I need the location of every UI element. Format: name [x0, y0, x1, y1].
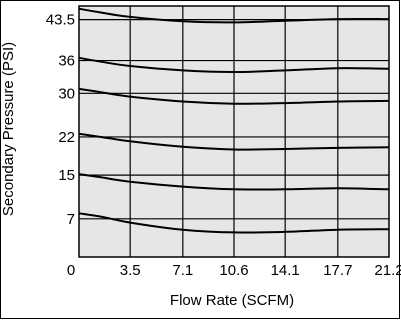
y-axis-label: Secondary Pressure (PSI) — [0, 42, 17, 216]
x-tick-label: 17.7 — [323, 262, 352, 279]
series-line-2 — [78, 56, 390, 74]
x-tick-labels: 0 3.5 7.1 10.6 14.1 17.7 21.2 — [67, 262, 401, 279]
series-line-6 — [78, 212, 390, 234]
y-tick-label: 30 — [58, 85, 75, 102]
series-line-5 — [78, 173, 390, 191]
y-tick-labels: 7 15 22 30 36 43.5 — [46, 12, 75, 228]
y-tick-label: 15 — [58, 167, 75, 184]
series-lines — [78, 7, 390, 234]
x-tick-label: 7.1 — [172, 262, 193, 279]
y-tick-label: 22 — [58, 129, 75, 146]
y-tick-label: 7 — [67, 211, 75, 228]
x-tick-label: 10.6 — [219, 262, 248, 279]
series-line-3 — [78, 87, 390, 105]
series-line-4 — [78, 132, 390, 151]
x-tick-label: 21.2 — [374, 262, 401, 279]
x-tick-label: 3.5 — [120, 262, 141, 279]
y-tick-label: 36 — [58, 53, 75, 70]
x-tick-label: 14.1 — [271, 262, 300, 279]
y-tick-label: 43.5 — [46, 12, 75, 29]
series-line-1 — [78, 7, 390, 24]
x-tick-label: 0 — [67, 262, 75, 279]
x-axis-label: Flow Rate (SCFM) — [170, 292, 294, 309]
